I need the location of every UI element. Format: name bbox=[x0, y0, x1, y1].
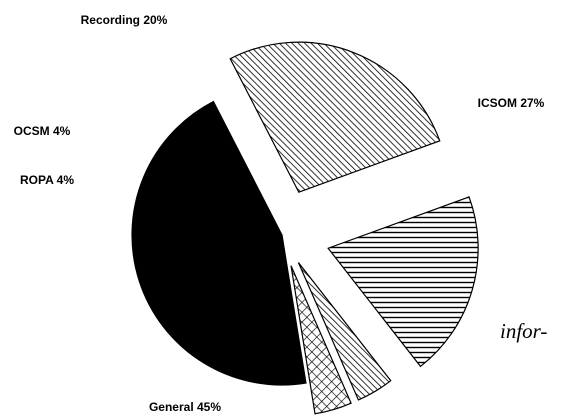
pie-slice-general bbox=[131, 100, 307, 386]
slice-label-ropa: ROPA 4% bbox=[20, 173, 74, 187]
pie-slice-ocsm bbox=[297, 262, 392, 401]
pie-slice-ropa bbox=[290, 265, 352, 415]
slice-label-recording: Recording 20% bbox=[81, 13, 168, 27]
slice-label-general: General 45% bbox=[149, 400, 221, 414]
slice-label-icsom: ICSOM 27% bbox=[478, 96, 545, 110]
pie-slice-icsom bbox=[229, 41, 441, 193]
pie-slice-recording bbox=[327, 196, 479, 368]
slice-label-ocsm: OCSM 4% bbox=[14, 124, 71, 138]
page-text-fragment: infor- bbox=[500, 319, 548, 343]
